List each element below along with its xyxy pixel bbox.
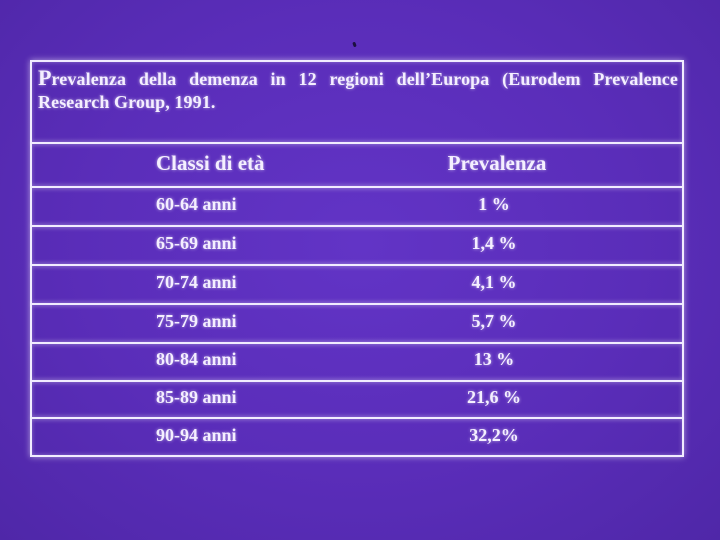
table-row: 70-74 anni 4,1 % <box>32 263 682 301</box>
age-class-cell: 90-94 anni <box>156 425 237 445</box>
age-class-cell: 85-89 anni <box>156 387 237 407</box>
table-divider <box>32 142 682 144</box>
prevalence-cell: 21,6 % <box>467 387 521 407</box>
table-row: 60-64 anni 1 % <box>32 185 682 223</box>
prevalence-cell: 1 % <box>478 194 510 214</box>
header-prevalence: Prevalenza <box>447 151 547 175</box>
age-class-cell: 75-79 anni <box>156 311 237 331</box>
age-class-cell: 65-69 anni <box>156 233 237 253</box>
table-divider <box>32 186 682 188</box>
table-divider <box>32 303 682 305</box>
table-row: 85-89 anni 21,6 % <box>32 378 682 416</box>
table-row: 65-69 anni 1,4 % <box>32 224 682 262</box>
table-caption: Prevalenza della demenza in 12 regioni d… <box>38 66 678 114</box>
prevalence-cell: 5,7 % <box>471 311 517 331</box>
table-divider <box>32 225 682 227</box>
caption-text: revalenza della demenza in 12 regioni de… <box>38 69 678 112</box>
table-divider <box>32 417 682 419</box>
age-class-cell: 60-64 anni <box>156 194 237 214</box>
header-age-classes: Classi di età <box>156 151 265 175</box>
table-header-row: Classi di età Prevalenza <box>32 144 682 182</box>
age-class-cell: 80-84 anni <box>156 349 237 369</box>
table-divider <box>32 380 682 382</box>
caption-initial: P <box>38 65 52 90</box>
age-class-cell: 70-74 anni <box>156 272 237 292</box>
table-frame: Prevalenza della demenza in 12 regioni d… <box>30 60 684 457</box>
prevalence-cell: 32,2% <box>469 425 519 445</box>
table-divider <box>32 342 682 344</box>
prevalence-cell: 1,4 % <box>471 233 517 253</box>
table-row: 80-84 anni 13 % <box>32 340 682 378</box>
prevalence-cell: 4,1 % <box>471 272 517 292</box>
table-row: 90-94 anni 32,2% <box>32 416 682 454</box>
table-row: 75-79 anni 5,7 % <box>32 302 682 340</box>
prevalence-cell: 13 % <box>473 349 515 369</box>
table-divider <box>32 264 682 266</box>
